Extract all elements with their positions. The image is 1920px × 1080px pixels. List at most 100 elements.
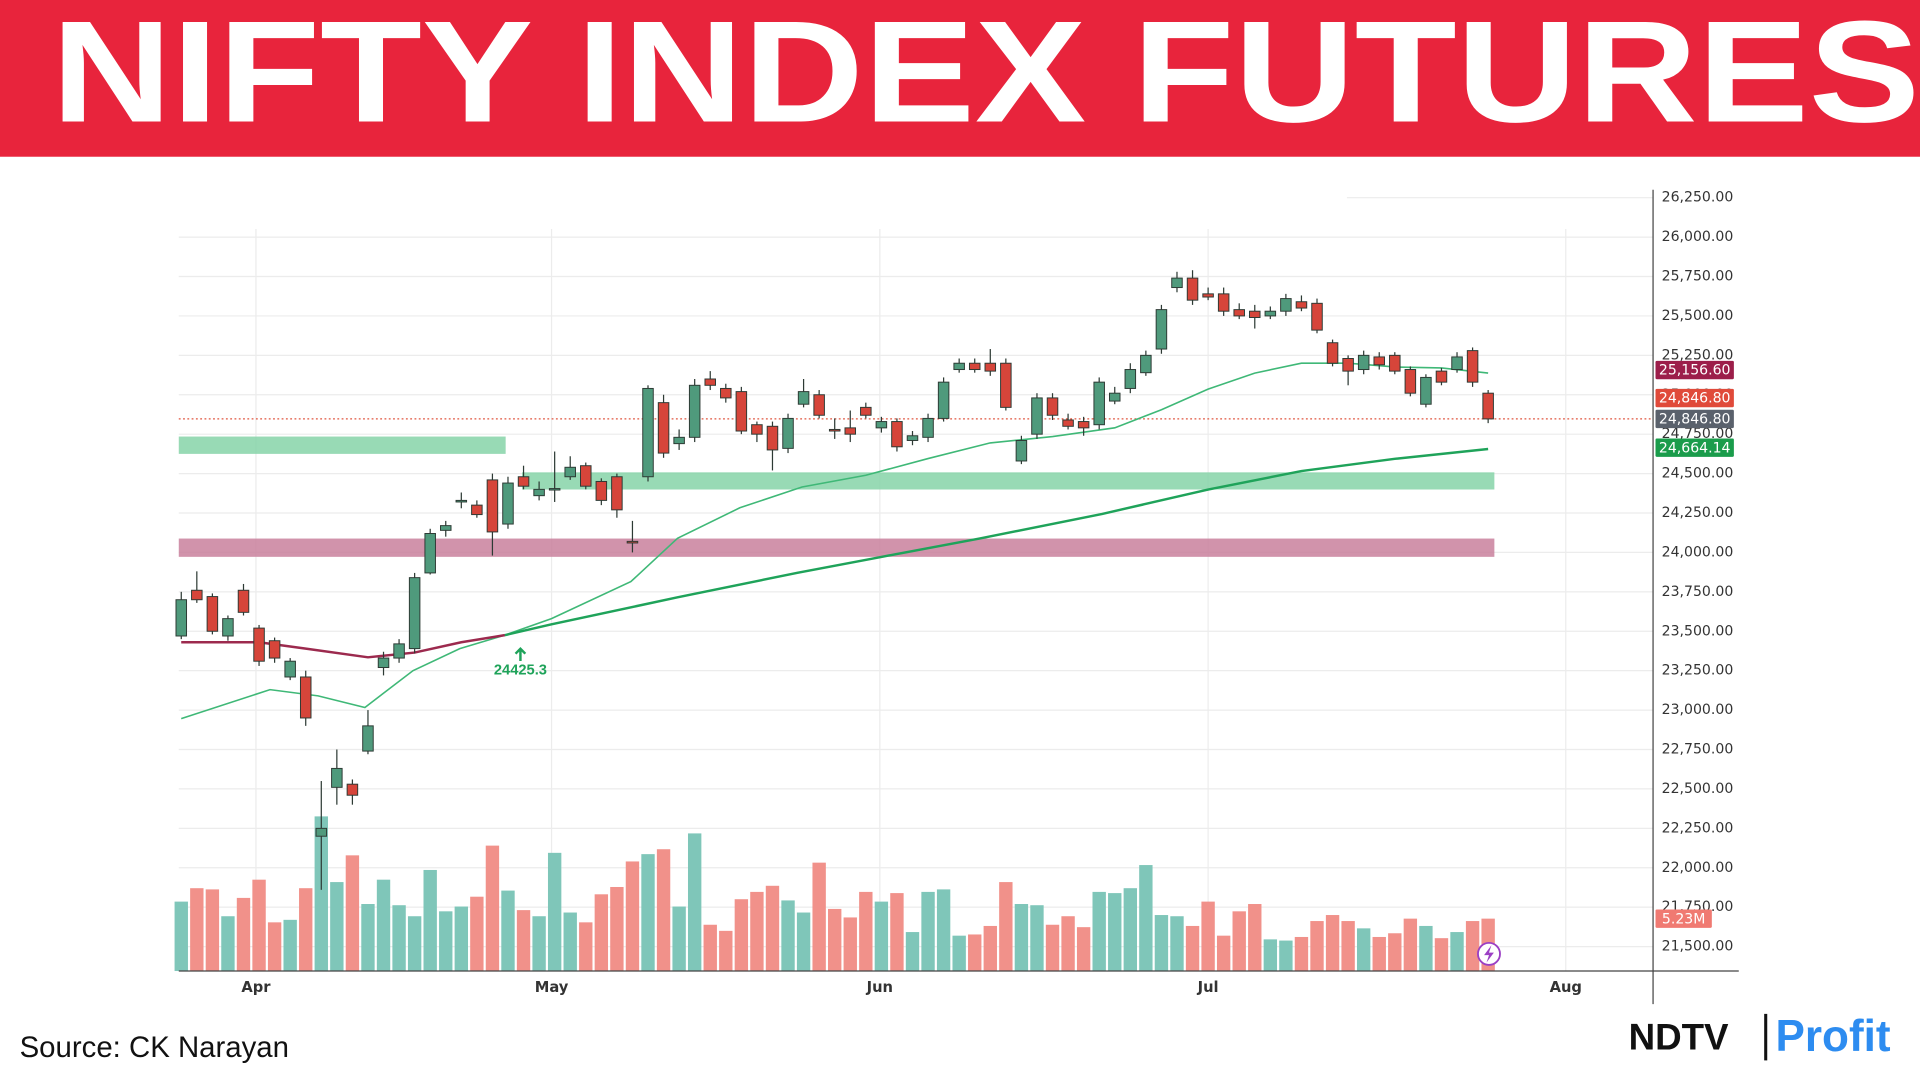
volume-bar	[952, 935, 966, 972]
volume-tag	[1655, 909, 1712, 928]
y-tick-label: 23,250.00	[1662, 663, 1734, 679]
candle-body	[922, 417, 934, 438]
volume-bar	[1154, 915, 1169, 972]
zone	[178, 538, 1495, 557]
volume-bar	[376, 879, 391, 972]
volume-bar	[174, 901, 188, 972]
candle-body	[1217, 293, 1230, 312]
volume-bar	[1076, 927, 1091, 972]
candle-body	[1326, 342, 1339, 364]
y-tick-label: 21,500.00	[1662, 939, 1734, 955]
volume-bar	[610, 886, 624, 972]
candle-body	[502, 482, 514, 525]
y-tick-label: 24,250.00	[1662, 505, 1734, 521]
candle-body	[1031, 397, 1043, 435]
candle-body	[253, 627, 265, 662]
candle-body	[1108, 392, 1121, 402]
volume-bar	[750, 891, 764, 972]
volume-bar	[703, 924, 717, 972]
candle-body	[1389, 354, 1401, 372]
candle-body	[424, 533, 436, 574]
volume-bar	[734, 899, 749, 972]
volume-bar	[252, 879, 266, 972]
volume-bar	[1310, 921, 1324, 972]
volume-bar	[1170, 916, 1184, 972]
y-tick-label: 22,750.00	[1662, 742, 1734, 758]
candle-body	[1420, 376, 1432, 405]
y-tick-label: 25,750.00	[1662, 269, 1734, 285]
price-tag-label: 24,664.14	[1659, 440, 1731, 456]
volume-bar	[1248, 904, 1262, 972]
volume-bar	[190, 888, 204, 972]
volume-bar	[579, 922, 593, 972]
x-tick-label: Apr	[241, 979, 271, 996]
volume-bar	[843, 917, 857, 972]
candle-body	[1280, 298, 1292, 312]
volume-bar	[1279, 940, 1293, 972]
volume-bar	[656, 849, 671, 972]
candle-body	[984, 362, 997, 372]
volume-bar	[236, 897, 251, 972]
y-tick-label: 26,250.00	[1662, 190, 1734, 206]
volume-bar	[361, 904, 375, 972]
candle-body	[860, 406, 872, 416]
candle-body	[175, 599, 188, 637]
volume-bar	[454, 906, 469, 972]
y-tick-label: 23,000.00	[1662, 702, 1734, 718]
volume-bar	[532, 916, 546, 972]
candle-body	[346, 783, 359, 796]
candle-body	[191, 589, 203, 601]
source: Source: CK Narayan	[20, 1031, 289, 1064]
volume-bar	[392, 905, 406, 972]
volume-bar	[641, 854, 655, 972]
candle-body	[1342, 358, 1354, 372]
volume-bar	[501, 890, 515, 972]
candle-body	[1264, 310, 1277, 317]
candle-body	[642, 387, 654, 478]
header-title: NIFTY INDEX FUTURES	[51, 0, 1920, 152]
volume-bar	[1232, 911, 1246, 972]
y-tick-label: 23,750.00	[1662, 584, 1734, 600]
x-tick-label: Jun	[866, 979, 893, 996]
plot: 21,500.0021,750.0022,000.0022,250.0022,5…	[174, 190, 1734, 996]
volume-bar	[470, 896, 484, 972]
candle-body	[828, 428, 841, 432]
volume-bar	[936, 889, 951, 972]
candle-body	[1404, 369, 1417, 394]
candle-body	[268, 640, 281, 659]
volume-bar	[625, 861, 640, 972]
candle-body	[688, 384, 701, 438]
y-tick-label: 24,750.00	[1662, 426, 1734, 442]
candle-body	[206, 596, 219, 632]
annotation-arrow	[514, 647, 527, 662]
candle-body	[393, 643, 405, 659]
candle-body	[533, 488, 545, 497]
candle-body	[797, 391, 810, 405]
y-tick-label: 26,000.00	[1662, 229, 1734, 245]
y-tick-label: 24,500.00	[1662, 466, 1734, 482]
volume-bar	[874, 901, 889, 972]
candle-body	[751, 424, 763, 435]
volume-bar	[921, 891, 935, 972]
volume-bar	[1216, 935, 1231, 972]
volume-bar	[345, 855, 360, 972]
candle-body	[284, 660, 296, 678]
volume-bar	[1201, 901, 1215, 972]
y-tick-label: 25,250.00	[1662, 347, 1734, 363]
price-tag	[1655, 438, 1734, 457]
candle-body	[1062, 419, 1074, 427]
volume-bar	[1294, 936, 1309, 972]
brand: NDTV	[1629, 1016, 1729, 1057]
candle-body	[1015, 439, 1028, 462]
volume-bar	[859, 891, 873, 972]
zone	[178, 436, 506, 454]
volume-bar	[283, 919, 297, 972]
candle-body	[1357, 354, 1370, 371]
candle-body	[222, 618, 234, 637]
volume-bar	[1263, 939, 1278, 972]
candle-body	[1482, 392, 1494, 420]
candle-body	[595, 480, 608, 501]
candle-body	[362, 725, 374, 752]
volume-bar	[1388, 933, 1402, 972]
